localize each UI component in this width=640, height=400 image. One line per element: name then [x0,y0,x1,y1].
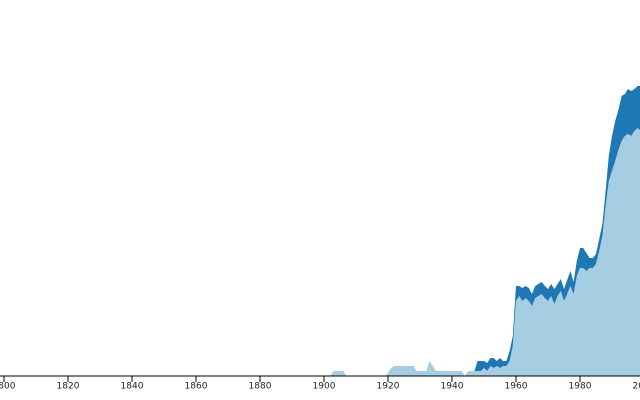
x-tick-label: 1900 [313,382,336,392]
x-tick-label: 2000 [633,382,640,392]
x-tick-label: 1960 [505,382,528,392]
x-tick-label: 1820 [57,382,80,392]
area [324,128,640,376]
x-tick-label: 1920 [377,382,400,392]
x-tick-label: 1800 [0,382,16,392]
x-tick-label: 1880 [249,382,272,392]
x-tick-label: 1860 [185,382,208,392]
x-tick-label: 1840 [121,382,144,392]
x-tick-label: 1980 [569,382,592,392]
x-tick-label: 1940 [441,382,464,392]
